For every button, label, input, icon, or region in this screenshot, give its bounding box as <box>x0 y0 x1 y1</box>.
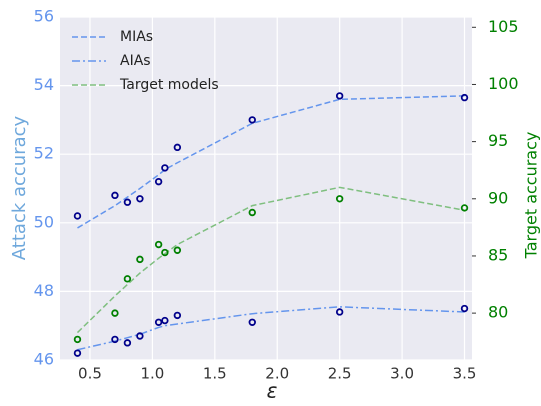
y-axis-label: Attack accuracy <box>9 115 30 260</box>
x-tick-label: 0.5 <box>78 365 102 383</box>
x-tick-label: 3.5 <box>453 365 477 383</box>
point <box>173 143 182 152</box>
y-tick-label: 54 <box>34 75 54 94</box>
line <box>77 95 465 229</box>
legend-label: AIAs <box>120 53 151 69</box>
point <box>173 311 182 320</box>
y2-tick-label: 85 <box>488 245 508 264</box>
point <box>154 318 163 326</box>
x-axis-label: ε <box>267 379 278 403</box>
legend-label: Target models <box>119 77 219 93</box>
point <box>73 212 82 220</box>
legend: MIAs AIAs Target models <box>72 29 219 93</box>
y2-tick-label: 95 <box>488 131 508 150</box>
point <box>111 309 119 317</box>
y2-tick-label: 90 <box>488 188 508 207</box>
point <box>335 92 344 100</box>
y-tick-label: 48 <box>34 281 54 300</box>
point <box>335 195 344 203</box>
point <box>161 248 169 257</box>
line <box>76 186 465 334</box>
y2-tick-label: 100 <box>488 74 519 93</box>
point <box>154 240 163 249</box>
x-tick-label: 2.0 <box>265 365 289 383</box>
point <box>111 335 119 344</box>
point <box>73 349 82 357</box>
x-tick-label: 3.0 <box>390 365 414 383</box>
grid <box>60 16 472 361</box>
y2-tick-label: 80 <box>488 303 508 322</box>
point <box>154 177 163 186</box>
y-tick-label: 50 <box>34 212 54 231</box>
point <box>161 316 169 325</box>
point <box>136 332 144 340</box>
y-tick-label: 56 <box>34 7 54 26</box>
point <box>123 339 132 347</box>
plot-area <box>60 17 472 360</box>
point <box>460 93 469 102</box>
point <box>248 208 256 217</box>
x-tick-label: 1.0 <box>140 365 164 383</box>
x-tick-label: 1.5 <box>203 365 227 383</box>
y2-tick-label: 105 <box>488 17 519 36</box>
point <box>248 318 256 326</box>
legend-label: MIAs <box>120 29 153 45</box>
point <box>111 191 119 200</box>
y2-axis-label: Target accuracy <box>522 132 541 260</box>
point <box>73 335 82 344</box>
point <box>335 308 344 316</box>
point <box>248 116 256 124</box>
point <box>123 198 132 206</box>
line <box>77 306 465 351</box>
point <box>173 246 182 254</box>
x-tick-label: 2.5 <box>328 365 352 383</box>
point <box>460 204 469 212</box>
point <box>136 195 144 203</box>
y-tick-label: 52 <box>34 144 54 163</box>
point <box>123 275 132 283</box>
y-tick-label: 46 <box>34 350 54 369</box>
point <box>460 304 469 313</box>
point <box>136 255 144 264</box>
point <box>161 164 169 172</box>
